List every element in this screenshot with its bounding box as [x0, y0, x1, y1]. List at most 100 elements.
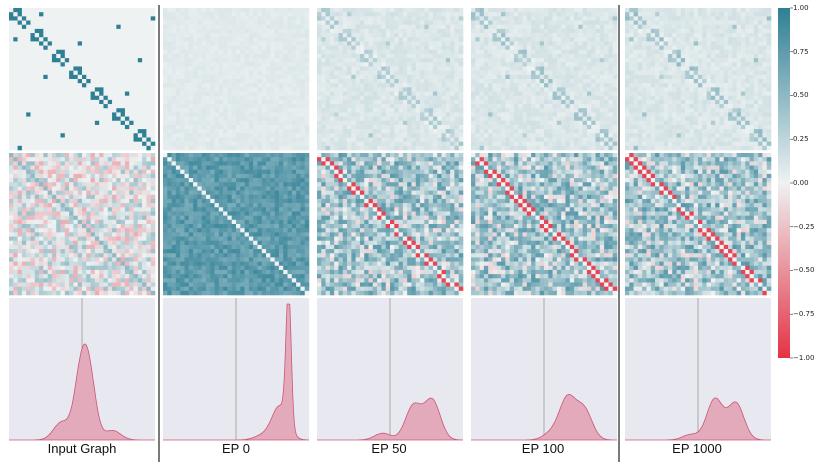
heatmap-cell — [518, 95, 523, 101]
heatmap-cell — [13, 99, 18, 105]
heatmap-cell — [180, 24, 185, 30]
heatmap-cell — [531, 58, 536, 63]
heatmap-cell — [236, 8, 241, 13]
heatmap-cell — [407, 45, 412, 51]
heatmap-cell — [740, 16, 746, 21]
heatmap-cell — [69, 108, 74, 113]
heatmap-cell — [9, 83, 14, 88]
heatmap-cell — [184, 49, 190, 55]
heatmap-cell — [253, 112, 258, 117]
heatmap-cell — [142, 133, 147, 138]
heatmap-cell — [513, 124, 519, 130]
heatmap-cell — [99, 116, 104, 122]
heatmap-cell — [171, 58, 177, 63]
heatmap-cell — [415, 24, 421, 30]
heatmap-cell — [762, 41, 767, 46]
heatmap-cell — [142, 87, 147, 92]
heatmap-cell — [51, 45, 57, 51]
heatmap-cell — [394, 58, 399, 63]
heatmap-cell — [479, 74, 485, 80]
heatmap-cell — [604, 124, 609, 130]
heatmap-cell — [578, 12, 583, 17]
heatmap-cell — [415, 16, 421, 21]
heatmap-cell — [595, 129, 601, 134]
heatmap-cell — [424, 112, 429, 117]
heatmap-cell — [582, 79, 588, 84]
heatmap-cell — [599, 28, 605, 34]
heatmap-cell — [586, 70, 592, 76]
heatmap-cell — [167, 45, 172, 51]
heatmap-cell — [21, 120, 27, 126]
heatmap-cell — [329, 145, 335, 151]
heatmap-cell — [526, 145, 532, 151]
heatmap-cell — [205, 28, 211, 34]
heatmap-cell — [69, 53, 74, 59]
heatmap-cell — [483, 95, 489, 101]
heatmap-cell — [77, 120, 83, 126]
heatmap-cell — [231, 112, 237, 117]
heatmap-cell — [223, 116, 228, 122]
heatmap-cell — [407, 91, 412, 97]
heatmap-cell — [90, 37, 96, 42]
heatmap-cell — [424, 104, 429, 109]
heatmap-cell — [210, 133, 215, 138]
heatmap-cell — [82, 16, 87, 21]
heatmap-cell — [124, 116, 130, 122]
heatmap-cell — [513, 83, 519, 88]
heatmap-cell — [637, 20, 643, 26]
heatmap-cell — [415, 116, 421, 122]
heatmap-cell — [355, 91, 361, 97]
heatmap-cell — [535, 53, 540, 59]
heatmap-cell — [526, 53, 532, 59]
heatmap-cell — [146, 28, 151, 34]
heatmap-cell — [715, 33, 720, 38]
heatmap-cell — [355, 74, 361, 80]
heatmap-cell — [471, 112, 476, 117]
heatmap-cell — [218, 87, 224, 92]
heatmap-cell — [39, 33, 44, 38]
heatmap-cell — [244, 74, 250, 80]
heatmap-cell — [43, 58, 48, 63]
heatmap-cell — [270, 20, 275, 26]
heatmap-cell — [586, 74, 592, 80]
heatmap-cell — [287, 108, 293, 113]
heatmap-cell — [407, 8, 412, 13]
heatmap-cell — [385, 16, 391, 21]
heatmap-cell — [526, 58, 532, 63]
heatmap-cell — [175, 37, 181, 42]
heatmap-cell — [411, 99, 417, 105]
heatmap-cell — [479, 45, 485, 51]
heatmap-cell — [9, 108, 14, 113]
heatmap-cell — [142, 58, 147, 63]
heatmap-cell — [359, 141, 365, 147]
heatmap-cell — [201, 141, 207, 147]
heatmap-cell — [39, 116, 44, 122]
heatmap-cell — [565, 145, 571, 151]
heatmap-cell — [107, 116, 113, 122]
heatmap-cell — [103, 124, 109, 130]
heatmap-cell — [26, 8, 31, 13]
heatmap-cell — [321, 62, 326, 67]
heatmap-cell — [604, 108, 609, 113]
heatmap-cell — [300, 108, 305, 113]
heatmap-cell — [637, 41, 643, 46]
heatmap-cell — [244, 41, 250, 46]
heatmap-cell — [210, 108, 215, 113]
heatmap-cell — [150, 83, 156, 88]
heatmap-cell — [240, 66, 245, 71]
heatmap-cell — [574, 129, 579, 134]
heatmap-cell — [501, 58, 506, 63]
heatmap-cell — [90, 12, 96, 17]
heatmap-cell — [338, 137, 344, 142]
heatmap-cell — [364, 124, 369, 130]
heatmap-cell — [116, 108, 121, 113]
heatmap-cell — [137, 83, 143, 88]
heatmap-cell — [133, 79, 139, 84]
heatmap-cell — [17, 129, 23, 134]
heatmap-cell — [300, 20, 305, 26]
heatmap-cell — [411, 74, 417, 80]
heatmap-cell — [261, 120, 267, 126]
heatmap-cell — [163, 70, 168, 76]
heatmap-cell — [672, 49, 677, 55]
heatmap-cell — [137, 104, 143, 109]
